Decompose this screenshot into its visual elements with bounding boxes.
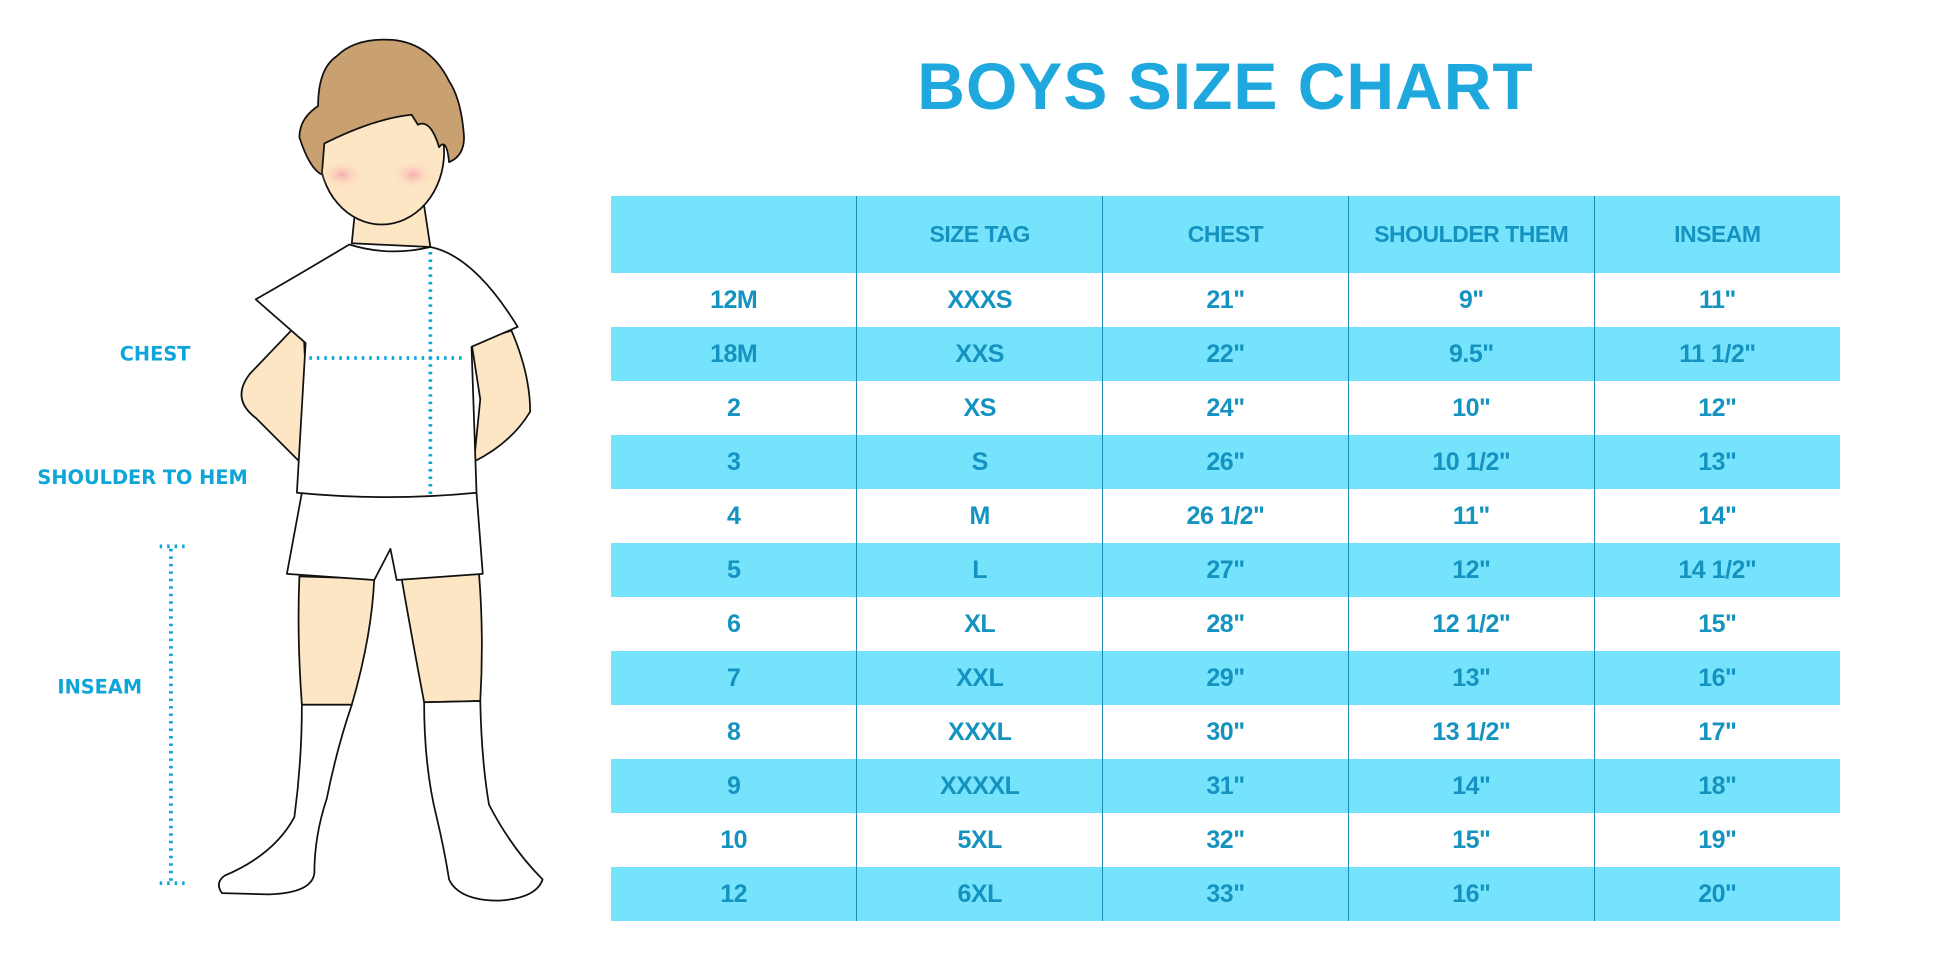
table-cell: 17" <box>1593 705 1840 759</box>
table-cell: 30" <box>1102 705 1349 759</box>
left-leg <box>297 575 376 706</box>
shirt <box>254 243 519 498</box>
table-cell: 24" <box>1102 381 1349 435</box>
table-cell: 20" <box>1593 867 1840 921</box>
table-cell: 26" <box>1102 435 1349 489</box>
table-cell: 10 1/2" <box>1347 435 1595 489</box>
table-cell: XXL <box>856 651 1103 705</box>
table-cell: 12" <box>1347 543 1595 597</box>
table-cell: 14 1/2" <box>1593 543 1840 597</box>
left-arm <box>240 317 307 463</box>
table-cell: 11" <box>1347 489 1595 543</box>
table-cell: S <box>856 435 1103 489</box>
table-cell: 16" <box>1347 867 1595 921</box>
table-cell: 13 1/2" <box>1347 705 1595 759</box>
left-sock <box>218 703 353 896</box>
table-cell: 31" <box>1102 759 1349 813</box>
table-cell: 22" <box>1102 327 1349 381</box>
column-header: SIZE TAG <box>856 196 1103 273</box>
table-cell: 10 <box>611 813 857 867</box>
table-row: 10 5XL 32" 15" 19" <box>611 813 1840 867</box>
table-cell: 5 <box>611 543 857 597</box>
table-cell: XL <box>856 597 1103 651</box>
inseam-label: INSEAM <box>57 676 142 699</box>
table-cell: 14" <box>1347 759 1595 813</box>
table-cell: XXXXL <box>856 759 1103 813</box>
table-cell: 13" <box>1593 435 1840 489</box>
table-cell: M <box>856 489 1103 543</box>
table-cell: 18M <box>611 327 857 381</box>
table-cell: 16" <box>1593 651 1840 705</box>
table-cell: 18" <box>1593 759 1840 813</box>
table-row: 4 M 26 1/2" 11" 14" <box>611 489 1840 543</box>
table-cell: 7 <box>611 651 857 705</box>
column-header: INSEAM <box>1593 196 1840 273</box>
table-cell: 15" <box>1347 813 1595 867</box>
right-arm <box>470 329 532 463</box>
table-cell: 9" <box>1347 273 1595 327</box>
table-cell: L <box>856 543 1103 597</box>
table-cell: 10" <box>1347 381 1595 435</box>
table-cell: XXXL <box>856 705 1103 759</box>
table-row: 6 XL 28" 12 1/2" 15" <box>611 597 1840 651</box>
table-row: 9 XXXXL 31" 14" 18" <box>611 759 1840 813</box>
table-row: 3 S 26" 10 1/2" 13" <box>611 435 1840 489</box>
table-cell: 19" <box>1593 813 1840 867</box>
table-cell: 12" <box>1593 381 1840 435</box>
table-cell: 4 <box>611 489 857 543</box>
right-sock <box>423 700 544 902</box>
table-cell: 33" <box>1102 867 1349 921</box>
table-cell: 9 <box>611 759 857 813</box>
table-cell: 6 <box>611 597 857 651</box>
table-row: 7 XXL 29" 13" 16" <box>611 651 1840 705</box>
table-cell: XXS <box>856 327 1103 381</box>
table-cell: 6XL <box>856 867 1103 921</box>
table-cell: 8 <box>611 705 857 759</box>
table-cell: 2 <box>611 381 857 435</box>
hair <box>298 38 465 176</box>
table-cell: 12 1/2" <box>1347 597 1595 651</box>
table-row: 12 6XL 33" 16" 20" <box>611 867 1840 921</box>
table-cell: XS <box>856 381 1103 435</box>
column-header <box>611 196 857 273</box>
page-title: BOYS SIZE CHART <box>917 49 1534 123</box>
table-row: 18M XXS 22" 9.5" 11 1/2" <box>611 327 1840 381</box>
size-table: SIZE TAG CHEST SHOULDER THEM INSEAM 12M XXXS… <box>611 196 1840 921</box>
chest-label: CHEST <box>120 343 191 366</box>
right-leg <box>400 572 483 704</box>
table-cell: 12 <box>611 867 857 921</box>
table-cell: XXXS <box>856 273 1103 327</box>
table-header-row: SIZE TAG CHEST SHOULDER THEM INSEAM <box>611 196 1840 273</box>
table-cell: 5XL <box>856 813 1103 867</box>
table-row: 2 XS 24" 10" 12" <box>611 381 1840 435</box>
table-cell: 13" <box>1347 651 1595 705</box>
column-header: CHEST <box>1102 196 1349 273</box>
table-cell: 3 <box>611 435 857 489</box>
table-cell: 11 1/2" <box>1593 327 1840 381</box>
table-cell: 27" <box>1102 543 1349 597</box>
table-cell: 12M <box>611 273 857 327</box>
table-cell: 15" <box>1593 597 1840 651</box>
table-cell: 26 1/2" <box>1102 489 1349 543</box>
table-cell: 29" <box>1102 651 1349 705</box>
table-cell: 32" <box>1102 813 1349 867</box>
shoulder-to-hem-label: SHOULDER TO HEM <box>37 466 247 489</box>
table-row: 8 XXXL 30" 13 1/2" 17" <box>611 705 1840 759</box>
table-cell: 11" <box>1593 273 1840 327</box>
table-cell: 9.5" <box>1347 327 1595 381</box>
table-cell: 28" <box>1102 597 1349 651</box>
table-cell: 21" <box>1102 273 1349 327</box>
column-header: SHOULDER THEM <box>1347 196 1595 273</box>
table-row: 12M XXXS 21" 9" 11" <box>611 273 1840 327</box>
table-row: 5 L 27" 12" 14 1/2" <box>611 543 1840 597</box>
table-cell: 14" <box>1593 489 1840 543</box>
shorts <box>286 491 484 581</box>
